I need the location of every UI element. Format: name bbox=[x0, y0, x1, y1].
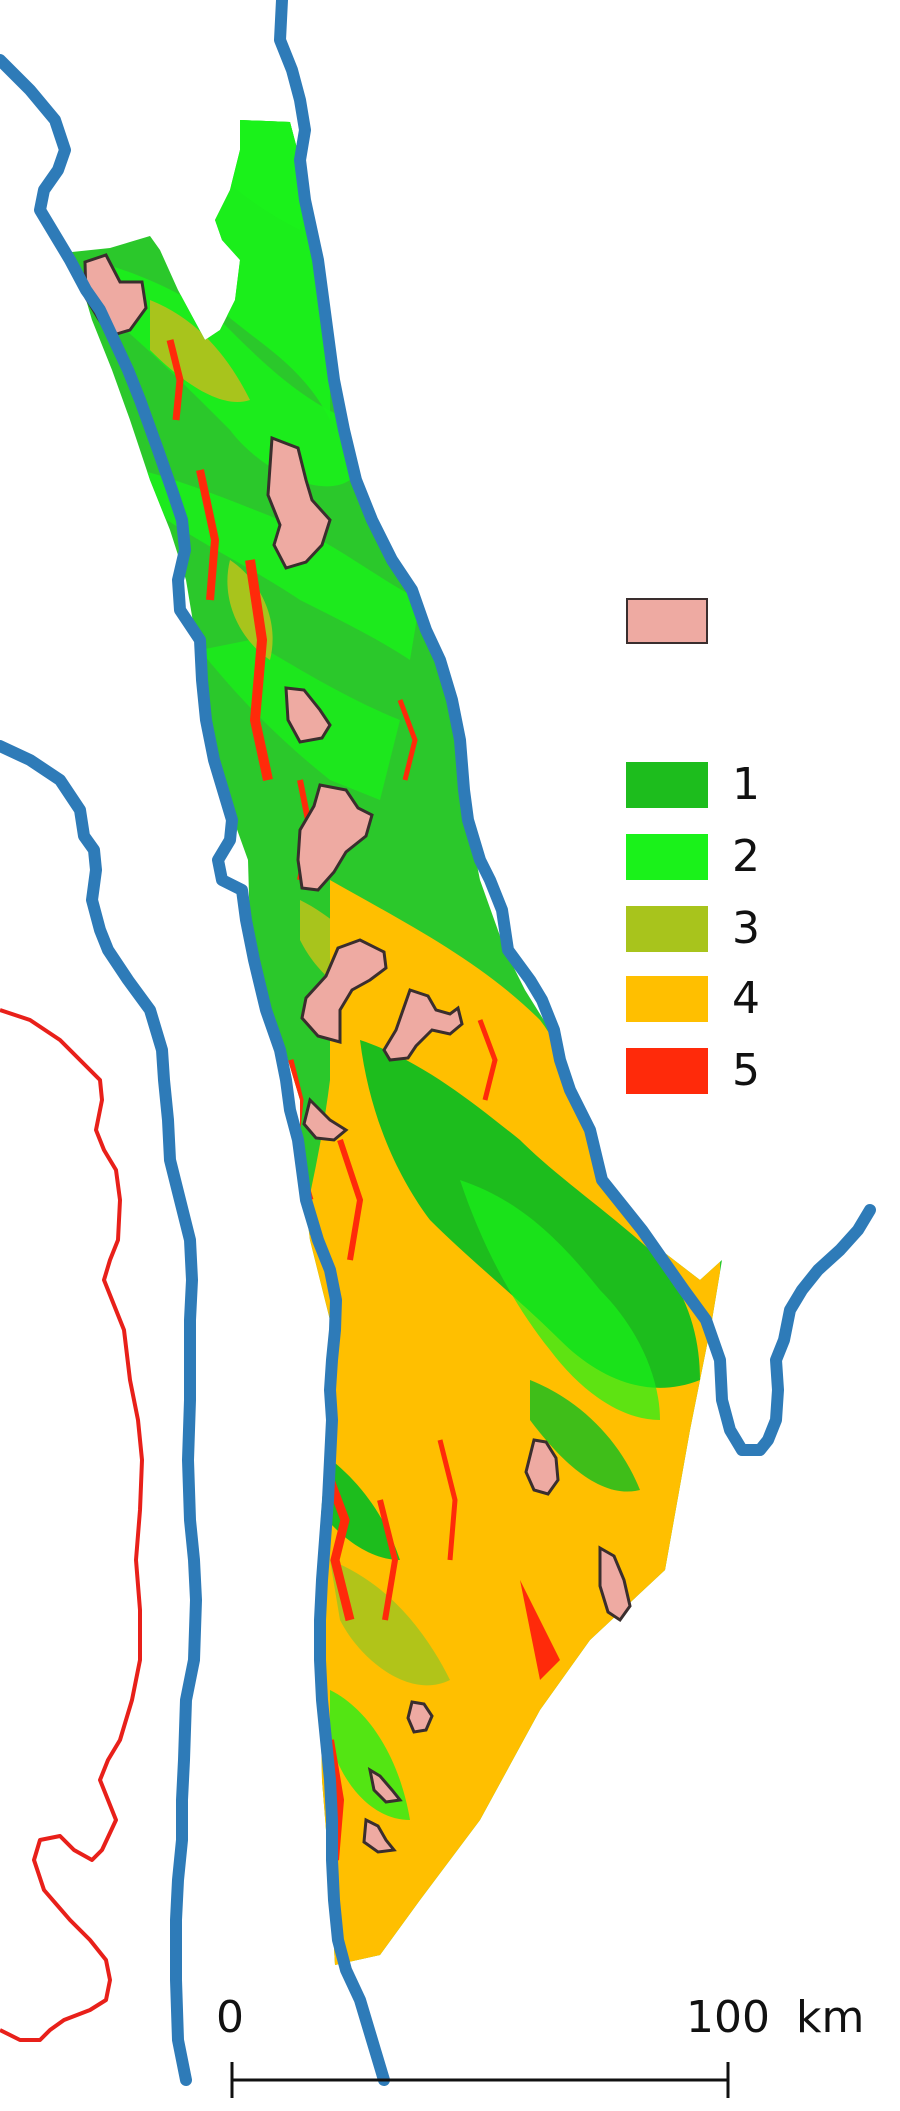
legend-swatch-class-2 bbox=[626, 834, 708, 880]
scale-label-unit: km bbox=[796, 1992, 865, 2043]
scale-bar bbox=[230, 2062, 730, 2098]
protected-area-polygon bbox=[284, 686, 332, 744]
protected-area-polygon bbox=[300, 938, 388, 1044]
legend-label-class-4: 4 bbox=[732, 973, 760, 1024]
legend-swatch-protected-area bbox=[626, 598, 708, 644]
legend-label-class-1: 1 bbox=[732, 759, 760, 810]
protected-area-polygon bbox=[296, 783, 374, 892]
legend-label-class-5: 5 bbox=[732, 1045, 760, 1096]
protected-area-polygon bbox=[266, 435, 332, 570]
river-west bbox=[0, 54, 390, 2086]
river-far-west bbox=[0, 740, 202, 2086]
legend-label-class-2: 2 bbox=[732, 831, 760, 882]
legend-label-class-3: 3 bbox=[732, 903, 760, 954]
protected-area-polygon bbox=[382, 988, 464, 1062]
protected-area-polygon bbox=[524, 1438, 560, 1496]
admin-boundary-red bbox=[0, 1008, 144, 2042]
protected-area-polygon bbox=[406, 1700, 434, 1734]
legend-swatch-class-5 bbox=[626, 1048, 708, 1094]
protected-areas bbox=[83, 253, 632, 1854]
protected-area-polygon bbox=[367, 1766, 403, 1804]
scale-label-end: 100 bbox=[686, 1992, 770, 2043]
protected-area-polygon bbox=[302, 1097, 349, 1142]
legend-swatch-class-4 bbox=[626, 976, 708, 1022]
protected-area-polygon bbox=[362, 1817, 397, 1854]
scale-label-start: 0 bbox=[216, 1992, 244, 2043]
river-lines bbox=[0, 0, 876, 2086]
legend-swatch-class-1 bbox=[626, 762, 708, 808]
legend-swatch-class-3 bbox=[626, 906, 708, 952]
protected-area-polygon bbox=[598, 1545, 632, 1623]
river-east bbox=[274, 0, 876, 1456]
